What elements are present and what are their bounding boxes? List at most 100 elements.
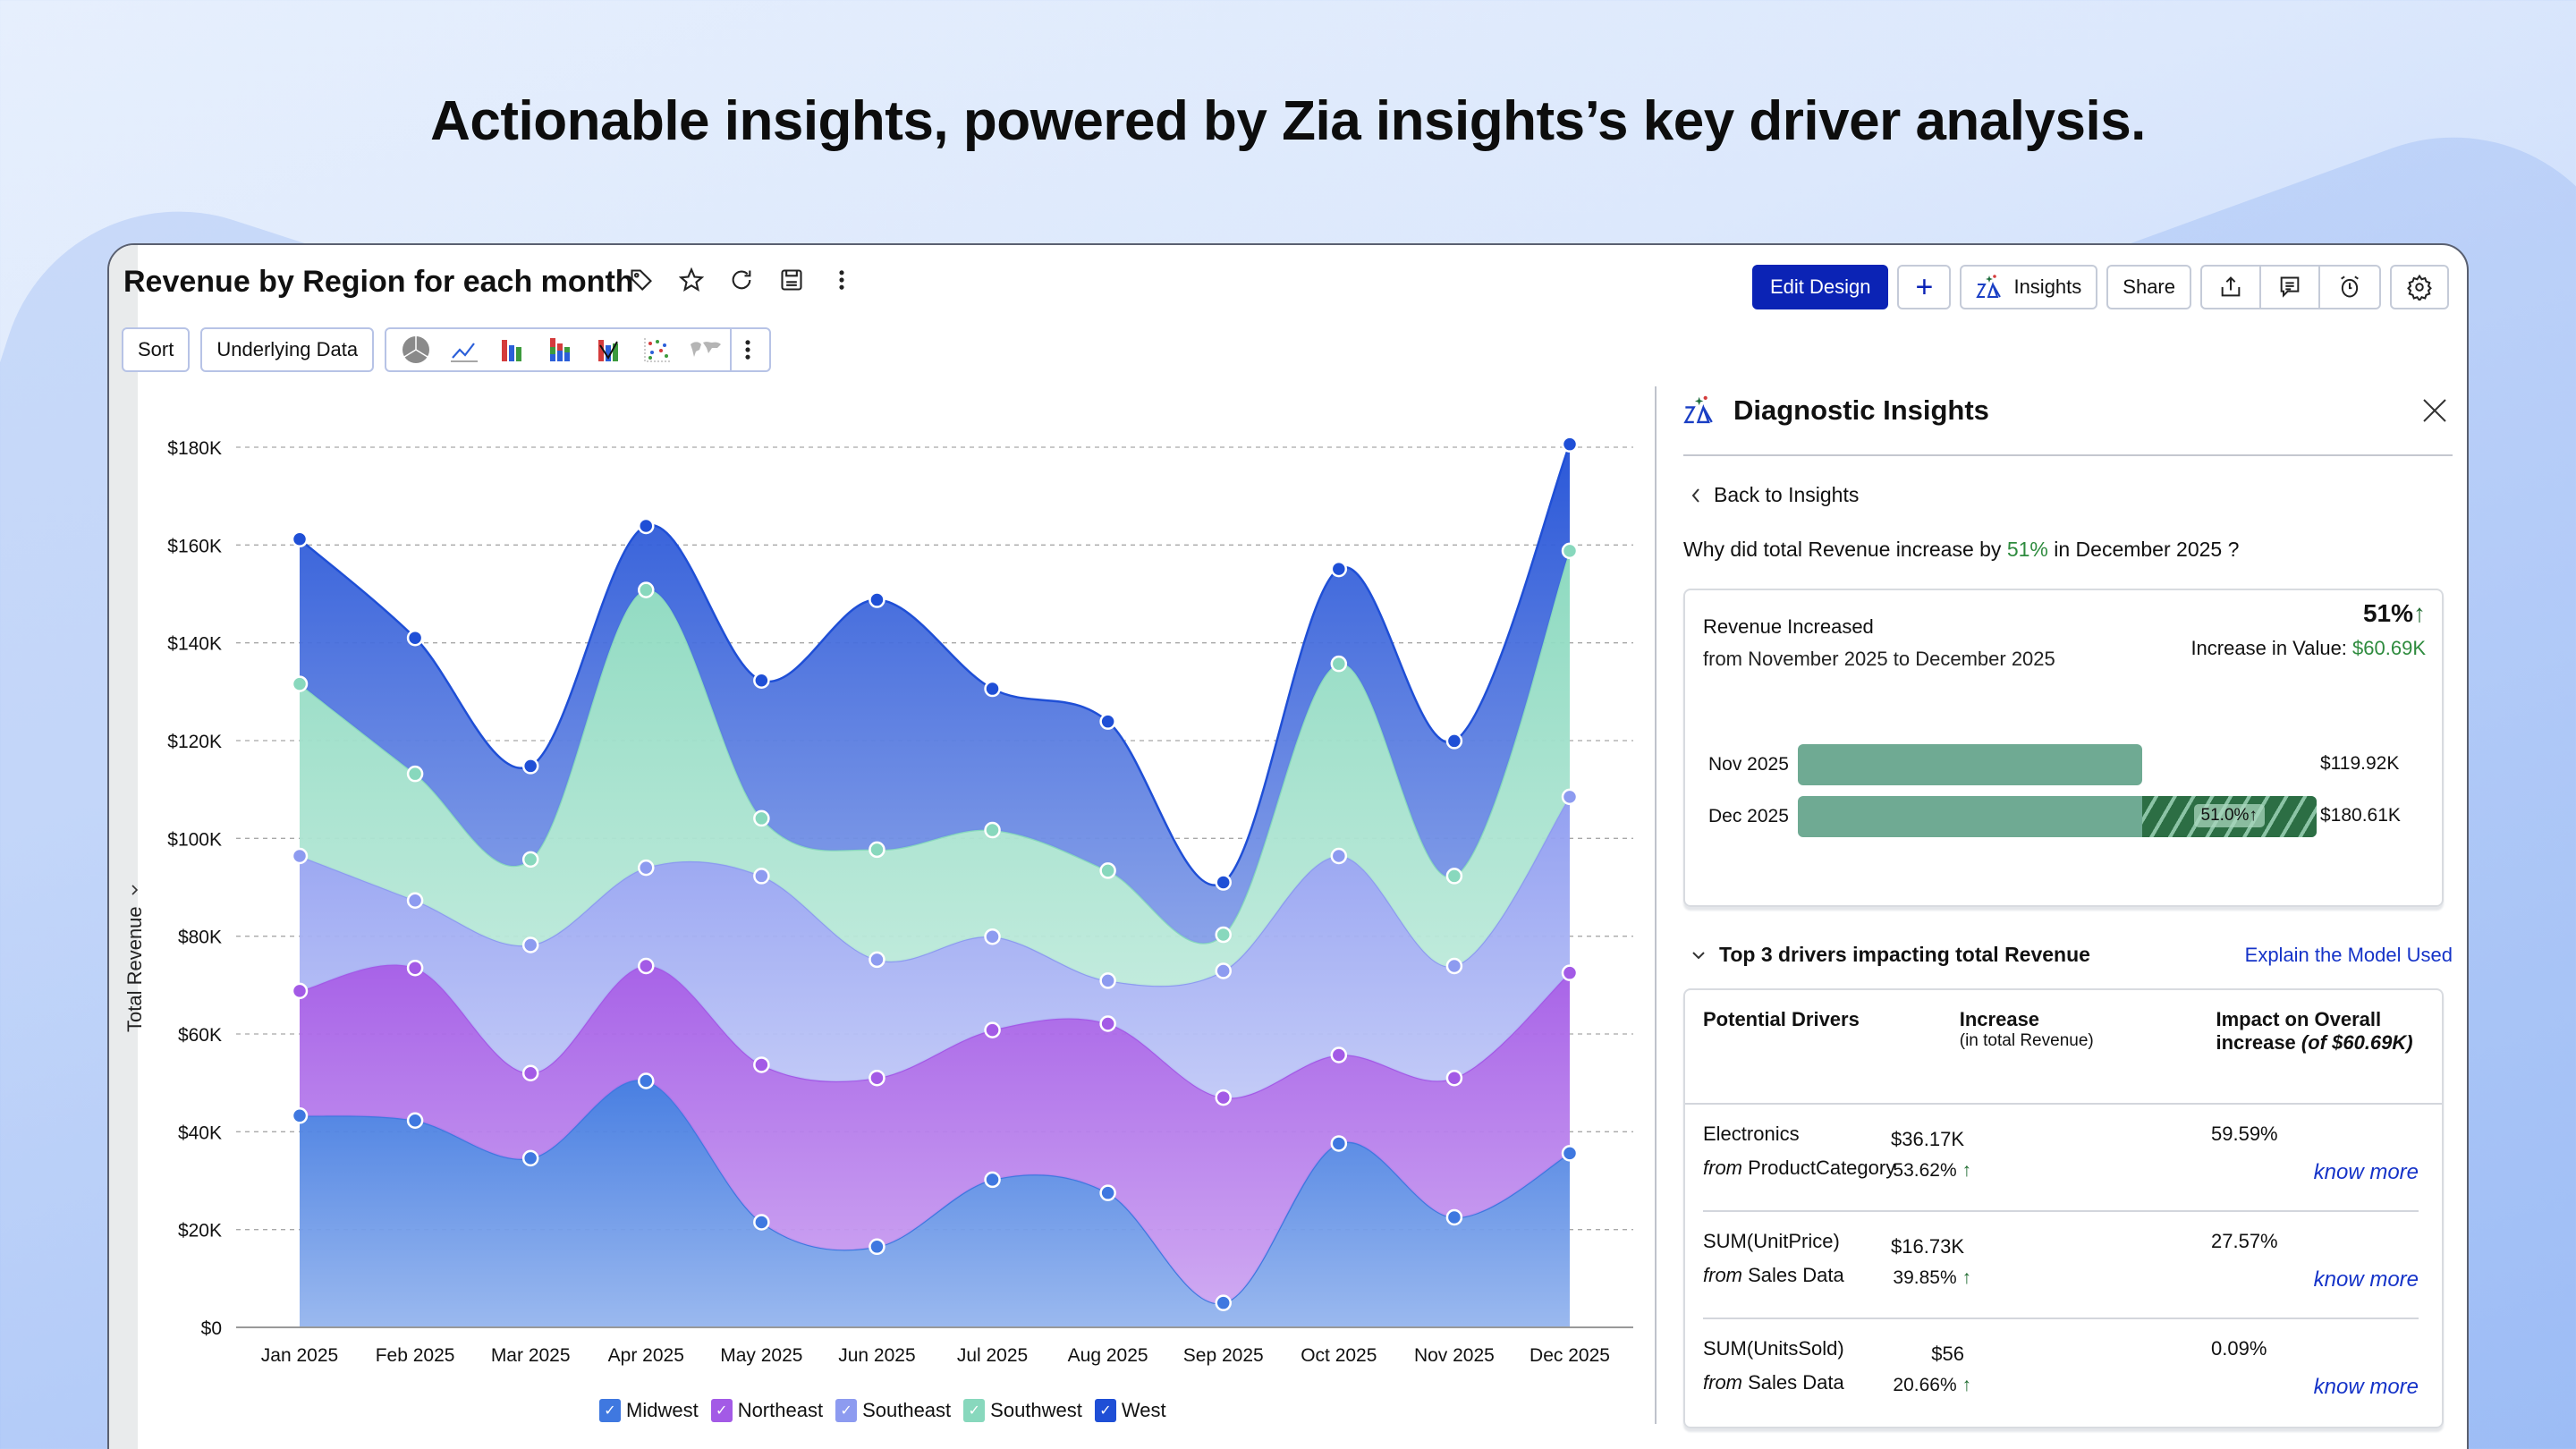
data-point-southeast [1445, 957, 1463, 975]
checkbox-checked-icon[interactable]: ✓ [963, 1399, 986, 1422]
data-point-northeast [406, 959, 424, 977]
question-pct: 51% [2006, 538, 2048, 561]
data-point-southwest [1445, 868, 1463, 885]
legend-item-midwest[interactable]: ✓ Midwest [599, 1399, 699, 1422]
data-point-southeast [291, 847, 309, 865]
data-point-northeast [1445, 1069, 1463, 1087]
y-tick-label: $160K [167, 536, 222, 556]
legend-item-southeast[interactable]: ✓ Southeast [835, 1399, 951, 1422]
insights-button[interactable]: Insights [1960, 265, 2098, 309]
y-tick-label: $20K [178, 1221, 222, 1241]
explain-model-link[interactable]: Explain the Model Used [2244, 943, 2453, 966]
close-icon[interactable] [2417, 393, 2453, 428]
export-icon[interactable] [2202, 267, 2261, 308]
data-point-southeast [1215, 962, 1232, 979]
know-more-link[interactable]: know more [2313, 1160, 2419, 1184]
checkbox-checked-icon[interactable]: ✓ [835, 1399, 858, 1422]
data-point-midwest [1445, 1208, 1463, 1226]
data-point-midwest [521, 1149, 539, 1167]
driver-source: from ProductCategory [1703, 1157, 1895, 1180]
drivers-table: Potential Drivers Increase (in total Rev… [1683, 988, 2444, 1428]
know-more-link[interactable]: know more [2313, 1267, 2419, 1292]
bar-chart-icon[interactable] [488, 329, 537, 370]
combo-chart-icon[interactable] [585, 329, 633, 370]
x-tick-label: Oct 2025 [1301, 1345, 1377, 1366]
data-point-southeast [406, 892, 424, 910]
checkbox-checked-icon[interactable]: ✓ [710, 1399, 733, 1422]
data-point-midwest [638, 1072, 655, 1089]
pie-chart-icon[interactable] [392, 329, 440, 370]
map-chart-icon[interactable] [682, 329, 730, 370]
scatter-chart-icon[interactable] [633, 329, 682, 370]
chevron-left-icon [1691, 487, 1699, 503]
from-label: from [1703, 1371, 1742, 1394]
summary-label: Revenue Increased [1703, 615, 1874, 638]
bar-label: Nov 2025 [1708, 754, 1789, 775]
page-headline: Actionable insights, powered by Zia insi… [430, 90, 2146, 152]
x-tick-label: Jul 2025 [957, 1345, 1028, 1366]
more-chart-types-icon[interactable] [730, 329, 764, 370]
checkbox-checked-icon[interactable]: ✓ [599, 1399, 621, 1422]
data-point-west [1330, 560, 1348, 578]
data-point-southeast [1099, 972, 1116, 989]
arrow-up-icon: ↑ [1962, 1375, 1972, 1395]
insights-label: Insights [2013, 275, 2082, 298]
panel-title: Diagnostic Insights [1733, 394, 1989, 426]
y-axis-title[interactable]: Total Revenue [123, 883, 147, 1032]
source-name: Sales Data [1748, 1264, 1844, 1286]
data-point-west [291, 530, 309, 548]
driver-source: from Sales Data [1703, 1264, 1844, 1287]
comparison-bar-nov: Nov 2025 [1708, 744, 2317, 785]
line-chart-icon[interactable] [440, 329, 488, 370]
arrow-up-icon: ↑ [1962, 1160, 1972, 1181]
y-axis-title-text: Total Revenue [123, 906, 146, 1032]
chart-legend: ✓ Midwest ✓ Northeast ✓ Southeast ✓ Sout… [599, 1399, 1166, 1422]
bar-track [1798, 744, 2317, 785]
data-point-midwest [406, 1112, 424, 1130]
x-tick-label: Jun 2025 [838, 1345, 915, 1366]
data-point-west [521, 758, 539, 775]
pct-value: 39.85% [1893, 1267, 1957, 1288]
y-tick-label: $80K [178, 928, 222, 948]
legend-item-west[interactable]: ✓ West [1094, 1399, 1166, 1422]
settings-gear-icon[interactable] [2390, 265, 2449, 309]
legend-item-northeast[interactable]: ✓ Northeast [710, 1399, 823, 1422]
action-icon-group [2200, 265, 2381, 309]
tag-icon[interactable] [628, 267, 655, 293]
x-tick-label: Apr 2025 [608, 1345, 684, 1366]
drivers-section-header: Top 3 drivers impacting total Revenue Ex… [1683, 943, 2453, 967]
data-point-midwest [291, 1107, 309, 1124]
alarm-icon[interactable] [2320, 267, 2379, 308]
share-button[interactable]: Share [2106, 265, 2191, 309]
save-icon[interactable] [778, 267, 805, 293]
driver-amount: $16.73K [1891, 1235, 1964, 1258]
data-point-west [1445, 733, 1463, 750]
data-point-west [1561, 436, 1579, 453]
more-vertical-icon[interactable] [828, 267, 855, 293]
y-tick-label: $60K [178, 1025, 222, 1046]
know-more-link[interactable]: know more [2313, 1375, 2419, 1399]
chevron-down-icon[interactable] [1690, 949, 1707, 962]
refresh-icon[interactable] [728, 267, 755, 293]
edit-design-button[interactable]: Edit Design [1751, 265, 1889, 309]
table-row: Electronics from ProductCategory $36.17K… [1703, 1105, 2419, 1212]
checkbox-checked-icon[interactable]: ✓ [1094, 1399, 1116, 1422]
add-button[interactable]: + [1897, 265, 1952, 309]
column-header-title: Increase [1959, 1008, 2040, 1030]
back-to-insights-link[interactable]: Back to Insights [1690, 483, 2453, 507]
diagnostic-insights-panel: Diagnostic Insights Back to Insights Why… [1683, 379, 2453, 1428]
area-southwest [300, 550, 1570, 987]
comment-icon[interactable] [2261, 267, 2320, 308]
top-actions: Edit Design + Insights Share [1751, 265, 2449, 309]
star-icon[interactable] [678, 267, 705, 293]
stacked-bar-chart-icon[interactable] [537, 329, 585, 370]
sort-button[interactable]: Sort [122, 327, 191, 372]
panel-header: Diagnostic Insights [1683, 379, 2453, 442]
x-tick-label: May 2025 [720, 1345, 802, 1366]
legend-item-southwest[interactable]: ✓ Southwest [963, 1399, 1082, 1422]
x-tick-label: Aug 2025 [1068, 1345, 1148, 1366]
underlying-data-button[interactable]: Underlying Data [200, 327, 375, 372]
bar-value: $119.92K [2320, 753, 2400, 774]
increase-value: $60.69K [2352, 637, 2426, 659]
data-point-northeast [521, 1064, 539, 1081]
